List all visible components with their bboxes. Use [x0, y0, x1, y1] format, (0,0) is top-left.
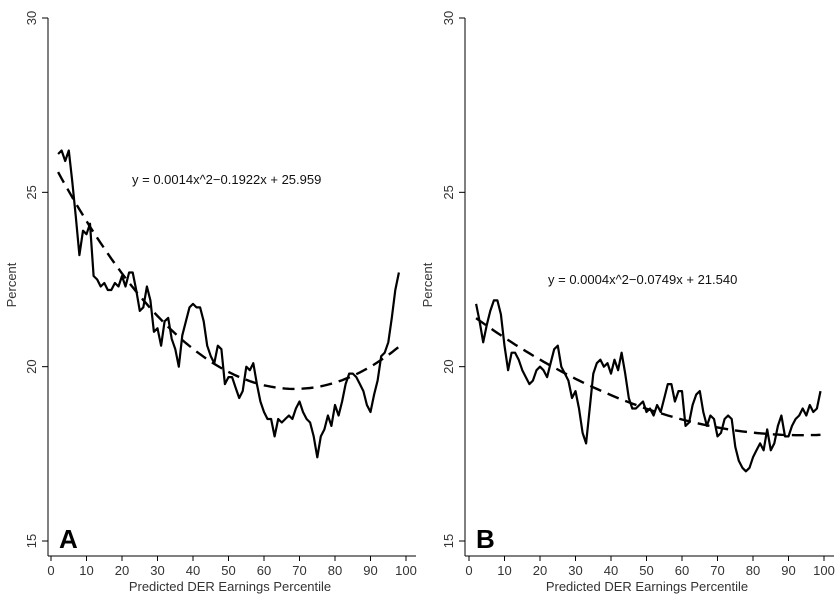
panel-b-y-tick-label: 25 — [441, 185, 456, 199]
panel-a-fit-curve — [57, 171, 404, 391]
panel-b-y-tick-label: 30 — [441, 11, 456, 25]
panel-b-label: B — [476, 524, 495, 554]
panel-b-x-tick-label: 30 — [568, 563, 582, 578]
panel-a-y-axis-title: Percent — [4, 262, 19, 307]
panel-a-y-tick-label: 25 — [24, 185, 39, 199]
panel-b-fit-equation: y = 0.0004x^2−0.0749x + 21.540 — [548, 272, 737, 287]
panel-a-x-tick-label: 60 — [257, 563, 271, 578]
panel-b-x-tick-label: 10 — [497, 563, 511, 578]
panel-b-x-tick-label: 70 — [710, 563, 724, 578]
panel-a-y-tick-label: 30 — [24, 11, 39, 25]
panel-a-x-axis-title: Predicted DER Earnings Percentile — [129, 579, 331, 594]
panel-b-x-axis-title: Predicted DER Earnings Percentile — [546, 579, 748, 594]
panel-a-x-tick-label: 50 — [221, 563, 235, 578]
panel-a-chart: Percent Predicted DER Earnings Percentil… — [4, 11, 417, 594]
panel-a-y-tick-label: 15 — [24, 534, 39, 548]
panel-b-x-tick-label: 90 — [781, 563, 795, 578]
panel-a-fit-equation: y = 0.0014x^2−0.1922x + 25.959 — [132, 172, 321, 187]
panel-a-label: A — [59, 524, 78, 554]
panel-a-x-tick-label: 70 — [292, 563, 306, 578]
panel-a-x-tick-label: 40 — [186, 563, 200, 578]
panel-a-x-tick-label: 80 — [328, 563, 342, 578]
panel-b-data-line — [475, 299, 822, 473]
panel-b-x-tick-label: 40 — [604, 563, 618, 578]
panel-b-x-tick-label: 0 — [465, 563, 472, 578]
panel-b-y-tick-label: 15 — [441, 534, 456, 548]
panel-b-x-tick-label: 60 — [675, 563, 689, 578]
panel-a-x-tick-label: 20 — [115, 563, 129, 578]
panel-a-x-tick-label: 90 — [363, 563, 377, 578]
panel-b-x-tick-label: 20 — [533, 563, 547, 578]
panel-a-x-tick-label: 0 — [47, 563, 54, 578]
panel-b-y-tick-label: 20 — [441, 359, 456, 373]
panel-b-chart: Percent Predicted DER Earnings Percentil… — [420, 11, 835, 594]
panel-b-y-axis-title: Percent — [420, 262, 435, 307]
panel-b-x-tick-label: 100 — [813, 563, 835, 578]
panel-b-x-tick-label: 80 — [746, 563, 760, 578]
panel-a-data-line — [57, 149, 400, 459]
panel-a-x-tick-label: 30 — [150, 563, 164, 578]
panel-a-x-tick-label: 10 — [79, 563, 93, 578]
panel-b-fit-curve — [475, 317, 821, 437]
panel-a-y-tick-label: 20 — [24, 359, 39, 373]
panel-a-x-tick-label: 100 — [395, 563, 417, 578]
panel-b-x-tick-label: 50 — [639, 563, 653, 578]
